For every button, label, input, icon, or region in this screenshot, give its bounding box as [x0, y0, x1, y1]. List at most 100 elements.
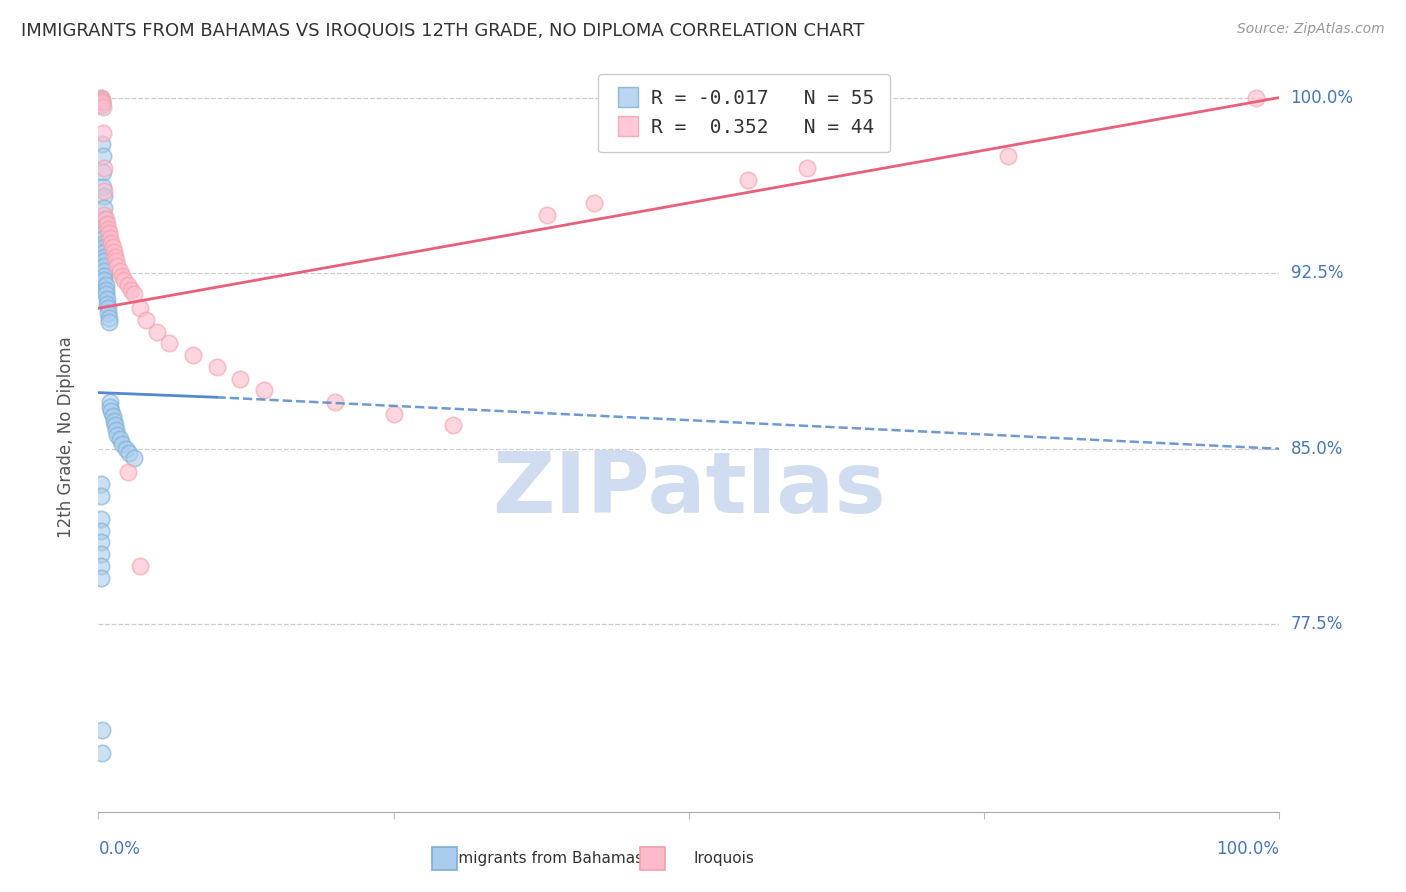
- Text: Iroquois: Iroquois: [693, 851, 755, 865]
- Point: [90, 570, 112, 584]
- Text: 100.0%: 100.0%: [1216, 840, 1279, 858]
- Point: [146, 325, 169, 339]
- Point: [93, 235, 115, 250]
- Point: [94, 283, 117, 297]
- Point: [93, 227, 115, 241]
- Point: [91, 126, 114, 140]
- Text: 77.5%: 77.5%: [1291, 615, 1343, 633]
- Point: [796, 161, 818, 175]
- Point: [122, 451, 145, 466]
- Text: ZIPatlas: ZIPatlas: [492, 448, 886, 531]
- Point: [90, 90, 112, 104]
- Point: [93, 231, 115, 245]
- Point: [93, 268, 115, 283]
- Point: [97, 301, 120, 316]
- Point: [100, 235, 122, 250]
- Point: [93, 245, 115, 260]
- Point: [103, 245, 125, 260]
- Text: 92.5%: 92.5%: [1291, 264, 1343, 282]
- Point: [96, 296, 118, 310]
- Point: [90, 547, 112, 561]
- Point: [94, 287, 117, 301]
- Point: [98, 231, 121, 245]
- Point: [91, 93, 114, 107]
- Text: Immigrants from Bahamas: Immigrants from Bahamas: [439, 851, 644, 865]
- Point: [104, 250, 127, 264]
- Point: [91, 149, 114, 163]
- Point: [103, 414, 125, 428]
- Point: [93, 259, 115, 273]
- Point: [253, 383, 276, 397]
- Point: [98, 227, 121, 241]
- Point: [229, 371, 252, 385]
- Point: [583, 196, 606, 211]
- Point: [181, 348, 204, 362]
- Point: [96, 217, 118, 231]
- Point: [205, 359, 228, 374]
- Point: [382, 407, 405, 421]
- Point: [93, 201, 115, 215]
- Point: [128, 558, 150, 573]
- Point: [96, 292, 118, 306]
- Point: [118, 446, 141, 460]
- Point: [121, 283, 143, 297]
- Point: [128, 301, 150, 316]
- Point: [93, 264, 115, 278]
- Point: [98, 400, 121, 414]
- Point: [105, 259, 128, 273]
- Point: [93, 212, 115, 227]
- Text: IMMIGRANTS FROM BAHAMAS VS IROQUOIS 12TH GRADE, NO DIPLOMA CORRELATION CHART: IMMIGRANTS FROM BAHAMAS VS IROQUOIS 12TH…: [21, 22, 865, 40]
- Point: [93, 189, 115, 203]
- Point: [157, 336, 180, 351]
- Text: 0.0%: 0.0%: [98, 840, 141, 858]
- Point: [90, 90, 112, 104]
- Point: [93, 219, 115, 234]
- Point: [104, 418, 127, 433]
- Text: 85.0%: 85.0%: [1291, 440, 1343, 458]
- Legend: R = -0.017   N = 55, R =  0.352   N = 44: R = -0.017 N = 55, R = 0.352 N = 44: [599, 74, 890, 153]
- Point: [90, 512, 112, 526]
- Point: [105, 427, 128, 442]
- Point: [737, 172, 759, 186]
- Point: [93, 250, 115, 264]
- Point: [112, 273, 135, 287]
- Point: [100, 404, 122, 418]
- Point: [536, 208, 558, 222]
- Point: [91, 100, 114, 114]
- Point: [90, 535, 112, 549]
- Point: [101, 240, 124, 254]
- Point: [441, 418, 464, 433]
- Point: [101, 409, 124, 423]
- Point: [90, 524, 112, 538]
- Point: [93, 184, 115, 198]
- Point: [114, 442, 136, 456]
- Point: [91, 95, 114, 110]
- Point: [117, 465, 139, 479]
- Point: [98, 310, 121, 325]
- Point: [93, 208, 115, 222]
- Point: [91, 137, 114, 152]
- Point: [94, 212, 117, 227]
- Text: Source: ZipAtlas.com: Source: ZipAtlas.com: [1237, 22, 1385, 37]
- Y-axis label: 12th Grade, No Diploma: 12th Grade, No Diploma: [56, 336, 75, 538]
- Point: [90, 93, 112, 107]
- Point: [105, 254, 128, 268]
- Point: [323, 395, 346, 409]
- Point: [1244, 90, 1267, 104]
- Point: [90, 489, 112, 503]
- Point: [91, 95, 114, 110]
- Point: [90, 476, 112, 491]
- Point: [98, 395, 121, 409]
- Point: [108, 264, 131, 278]
- Point: [97, 306, 120, 320]
- Point: [94, 277, 117, 292]
- Point: [111, 268, 134, 283]
- Point: [93, 161, 115, 175]
- Point: [91, 165, 114, 179]
- Point: [135, 313, 157, 327]
- Point: [117, 277, 139, 292]
- Point: [93, 254, 115, 268]
- Point: [111, 437, 134, 451]
- Point: [98, 315, 121, 329]
- Point: [91, 179, 114, 194]
